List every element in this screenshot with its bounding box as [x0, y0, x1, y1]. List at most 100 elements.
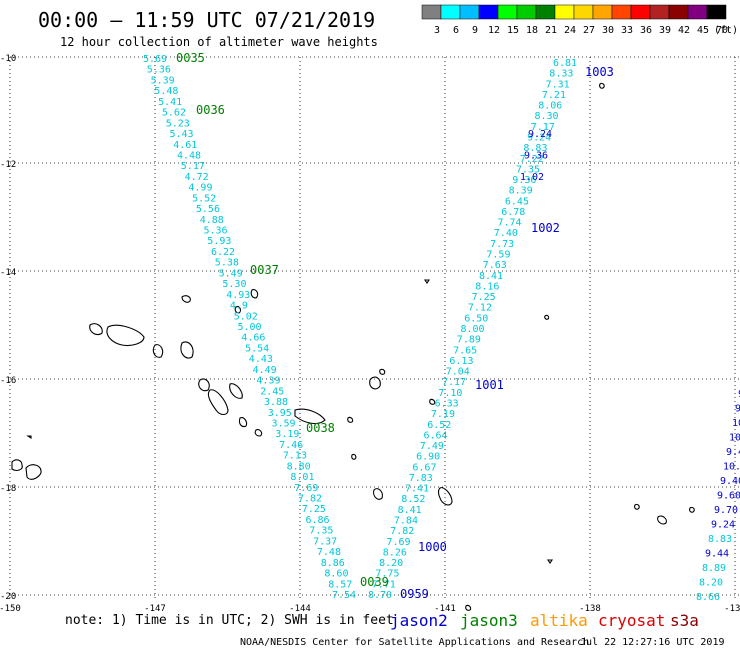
swh-value: 9.36 [524, 151, 548, 162]
lat-label: -16 [0, 376, 16, 386]
time-label: 0036 [196, 103, 225, 117]
legend-label: 18 [526, 25, 538, 36]
swh-value: 6.22 [211, 247, 235, 258]
legend-swatch [630, 4, 651, 20]
island [229, 383, 243, 399]
time-label: 0035 [176, 51, 205, 65]
legend-swatch [497, 4, 518, 20]
swh-value: 4.72 [185, 172, 209, 183]
swh-value: 8.01 [290, 472, 314, 483]
legend-label: 3 [434, 25, 440, 36]
island [234, 306, 241, 314]
lon-label: -141 [434, 604, 456, 614]
swh-value: 7.84 [394, 516, 418, 527]
swh-value: 8.83 [523, 143, 547, 154]
swh-value: 8.89 [702, 563, 726, 574]
island [423, 279, 431, 284]
swh-value: 4.61 [173, 140, 197, 151]
swh-value: 7.41 [405, 484, 429, 495]
legend-label: 15 [507, 25, 519, 36]
swh-value: 7.31 [546, 79, 570, 90]
island [25, 464, 42, 480]
legend-swatch [649, 4, 670, 20]
island [152, 344, 164, 358]
swh-value: 8.20 [699, 578, 723, 589]
legend-label: 45 [697, 25, 709, 36]
swh-value: 9.24 [527, 133, 551, 144]
legend-swatch [535, 4, 556, 20]
swh-value: 7.21 [542, 90, 566, 101]
island [465, 604, 472, 611]
island [89, 323, 103, 336]
swh-value: 7.69 [294, 483, 318, 494]
swh-value: 5.30 [222, 279, 246, 290]
swh-value: 4.88 [200, 215, 224, 226]
swh-value: 5.93 [207, 236, 231, 247]
swh-value: 7.59 [486, 250, 510, 261]
legend-swatch [421, 4, 442, 20]
map-subtitle: 12 hour collection of altimeter wave hei… [60, 35, 378, 49]
swh-value: 9.60 [717, 491, 740, 502]
swh-value: 5.02 [234, 311, 258, 322]
legend-label: 30 [602, 25, 614, 36]
legend-swatch [592, 4, 613, 20]
time-label: 1002 [531, 221, 560, 235]
lat-label: -14 [0, 268, 16, 278]
swh-value: 4.99 [188, 183, 212, 194]
island [437, 487, 453, 506]
lon-label: -135 [724, 604, 740, 614]
swh-value: 7.46 [279, 440, 303, 451]
island [250, 289, 259, 299]
swh-value: 8.06 [538, 101, 562, 112]
swh-value: 1.02 [520, 172, 544, 183]
axis-labels: -10 -12 -14 -16 -18 -20 -150 -147 -144 -141 -138 -1… [0, 54, 740, 614]
swh-value: 8.70 [368, 590, 392, 601]
island [369, 376, 381, 390]
island [429, 398, 436, 405]
swh-value: 6.33 [435, 399, 459, 410]
swh-value: 5.43 [170, 129, 194, 140]
swh-value: 7.74 [498, 218, 522, 229]
swh-value: 8.60 [324, 569, 348, 580]
swh-value: 9.4 [726, 447, 740, 458]
satellite-name: altika [530, 611, 588, 630]
island [207, 389, 229, 416]
swh-value: 8.83 [708, 534, 732, 545]
legend-swatch [440, 4, 461, 20]
legend-swatch [554, 4, 575, 20]
swh-value: 5.36 [204, 226, 228, 237]
time-label: 0037 [250, 263, 279, 277]
island [689, 506, 695, 513]
swh-value: 5.36 [147, 65, 171, 76]
swh-value: 4.66 [241, 333, 265, 344]
swh-value: 9.40 [720, 476, 740, 487]
legend-swatch [687, 4, 708, 20]
credit-text: NOAA/NESDIS Center for Satellite Applica… [240, 637, 589, 648]
time-label: 1000 [418, 540, 447, 554]
legend-swatch [459, 4, 480, 20]
swh-value: 5.56 [196, 204, 220, 215]
swh-value: 8.39 [509, 186, 533, 197]
lat-label: -18 [0, 484, 16, 494]
satellite-name: cryosat [598, 611, 665, 630]
islands [11, 82, 695, 611]
swh-value: 8.26 [383, 547, 407, 558]
time-labels: 0035 0036 0037 0038 0039 1003 1002 1001 1000 0959 [176, 51, 614, 601]
swh-value: 7.04 [446, 367, 470, 378]
legend-label: 70 [716, 25, 728, 36]
lon-label: -147 [144, 604, 166, 614]
lat-label: -20 [0, 592, 16, 602]
legend-swatch [611, 4, 632, 20]
island [238, 417, 248, 428]
swh-value: 7.82 [390, 526, 414, 537]
swh-value: 6.86 [306, 515, 330, 526]
legend-label: 27 [583, 25, 595, 36]
swh-value: 8.57 [328, 579, 352, 590]
swh-value: 7.48 [317, 547, 341, 558]
swh-value: 6.90 [416, 452, 440, 463]
swh-value: 5.48 [154, 86, 178, 97]
swh-value: 7.69 [387, 537, 411, 548]
swh-value: 8.33 [549, 69, 573, 80]
swh-value: 6.64 [424, 430, 448, 441]
legend-swatch [668, 4, 689, 20]
